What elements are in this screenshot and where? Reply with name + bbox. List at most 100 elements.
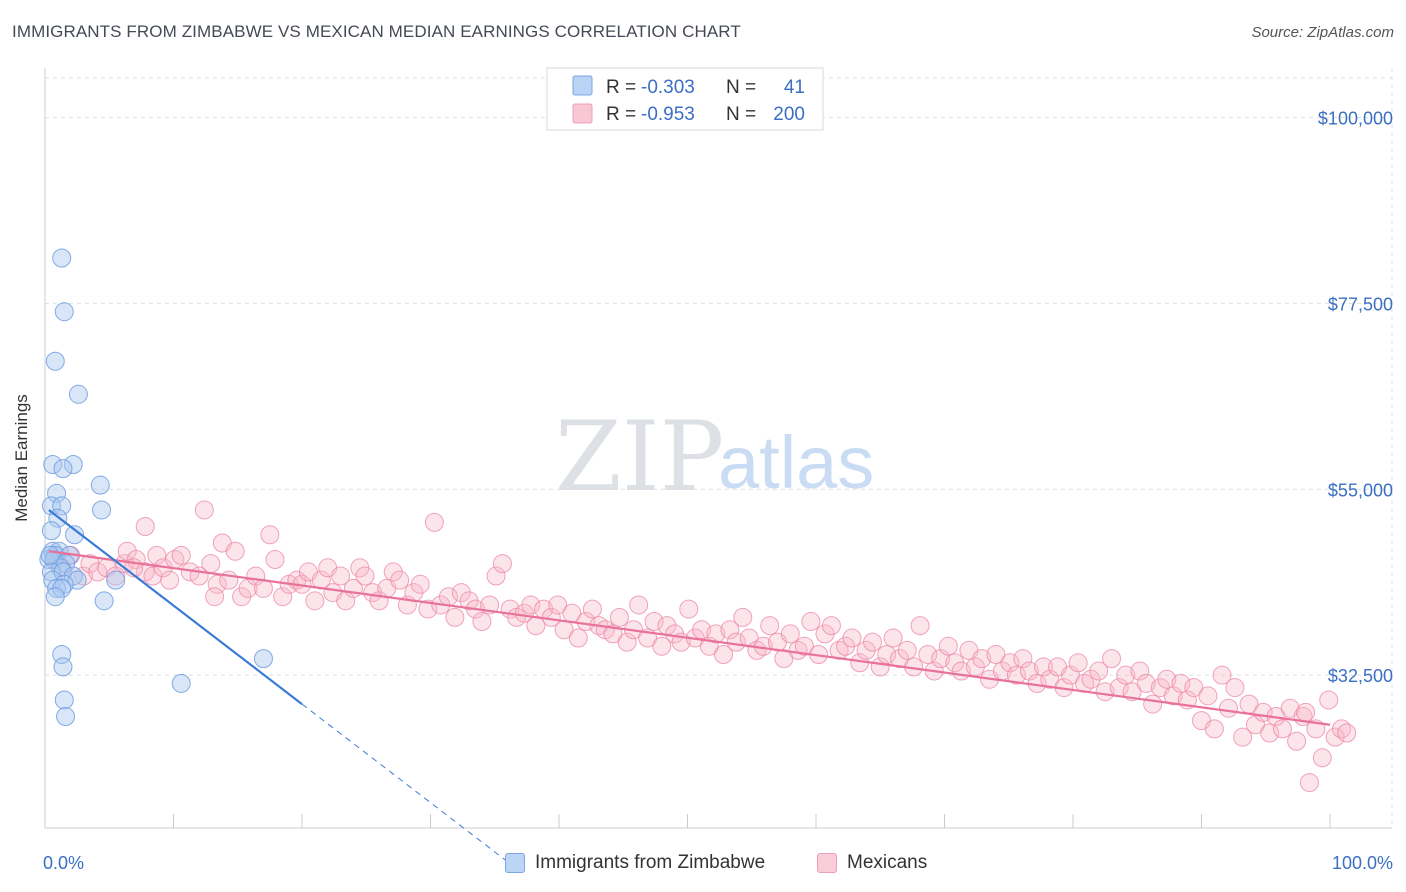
mexicans-point-79: [582, 599, 602, 619]
mexicans-point-101: [733, 607, 753, 627]
mexicans-point-23: [207, 574, 227, 594]
zimbabwe-point-32: [45, 587, 65, 607]
legend-item-mexicans: Mexicans: [817, 852, 927, 874]
mexicans-point-93: [679, 599, 699, 619]
legend-bottom-zimbabwe-swatch: [505, 853, 525, 873]
mexicans-point-171: [1212, 665, 1232, 685]
mexicans-point-187: [1319, 690, 1339, 710]
mexicans-point-170: [1204, 719, 1224, 739]
mexicans-point-193: [205, 587, 225, 607]
mexicans-point-131: [938, 636, 958, 656]
legend-zimbabwe-swatch: [572, 75, 593, 96]
watermark-atlas: atlas: [718, 421, 874, 504]
mexicans-point-114: [821, 616, 841, 636]
mexicans-point-122: [877, 645, 897, 665]
zimbabwe-point-13: [41, 521, 61, 541]
mexicans-point-86: [629, 595, 649, 615]
mexicans-point-32: [265, 550, 285, 570]
zimbabwe-point-30: [47, 578, 67, 598]
zimbabwe-point-2: [45, 351, 65, 371]
legend-zimbabwe-r-label: R =: [606, 77, 636, 98]
y-tick-label-2: $77,500: [1328, 294, 1393, 314]
trend-lines: [48, 509, 1331, 863]
zimbabwe-point-6: [53, 459, 73, 479]
mexicans-point-152: [1081, 669, 1101, 689]
legend-box: [546, 67, 824, 131]
zimbabwe-point-10: [52, 496, 72, 516]
mexicans-point-110: [794, 636, 814, 656]
mexicans-point-161: [1143, 694, 1163, 714]
mexicans-point-164: [1163, 686, 1183, 706]
legend-bottom-mexicans-swatch: [817, 853, 837, 873]
zimbabwe-point-35: [53, 657, 73, 677]
mexicans-point-136: [972, 649, 992, 669]
mexicans-point-157: [1116, 665, 1136, 685]
mexicans-point-83: [609, 607, 629, 627]
zimbabwe-point-28: [106, 570, 126, 590]
mexicans-point-167: [1184, 678, 1204, 698]
mexicans-point-184: [1299, 773, 1319, 793]
mexicans-point-128: [918, 645, 938, 665]
mexicans-point-142: [1013, 649, 1033, 669]
zimbabwe-point-33: [94, 591, 114, 611]
y-tick-label-1: $55,000: [1328, 480, 1393, 500]
legend-zimbabwe-n-value: 41: [784, 77, 805, 98]
mexicans-point-124: [890, 649, 910, 669]
mexicans-point-180: [1272, 719, 1292, 739]
mexicans-point-70: [521, 595, 541, 615]
mexicans-point-160: [1136, 673, 1156, 693]
legend-mexicans-n-value: 200: [773, 104, 805, 125]
mexicans-point-155: [1102, 649, 1122, 669]
mexicans-point-56: [424, 512, 444, 532]
mexicans-point-59: [445, 607, 465, 627]
y-tick-label-0: $32,500: [1328, 666, 1393, 686]
mexicans-point-143: [1019, 661, 1039, 681]
zimbabwe-point-36: [253, 649, 273, 669]
mexicans-point-60: [451, 583, 471, 603]
legend-bottom: Immigrants from Zimbabwe Mexicans: [0, 852, 1406, 878]
x-tick-label-end: 100.0%: [1332, 853, 1393, 873]
mexicans-point-99: [720, 620, 740, 640]
mexicans-point-88: [644, 611, 664, 631]
mexicans-point-123: [883, 628, 903, 648]
mexicans-point-186: [1312, 748, 1332, 768]
mexicans-point-191: [1296, 702, 1316, 722]
mexicans-point-111: [801, 611, 821, 631]
zimbabwe-point-27: [67, 570, 87, 590]
mexicans-point-46: [355, 566, 375, 586]
mexicans-point-138: [986, 645, 1006, 665]
y-tick-label-3: $100,000: [1318, 109, 1393, 129]
zimbabwe-point-8: [47, 483, 67, 503]
mexicans-point-26: [225, 541, 245, 561]
chart-title: IMMIGRANTS FROM ZIMBABWE VS MEXICAN MEDI…: [12, 22, 741, 41]
mexicans-point-98: [713, 645, 733, 665]
mexicans-point-172: [1218, 698, 1238, 718]
mexicans-point-125: [897, 640, 917, 660]
mexicans-point-145: [1033, 657, 1053, 677]
zimbabwe-point-4: [43, 455, 63, 475]
mexicans-point-12: [135, 516, 155, 536]
zimbabwe-point-11: [92, 500, 112, 520]
mexicans-point-149: [1060, 665, 1080, 685]
mexicans-point-159: [1130, 661, 1150, 681]
mexicans-point-130: [931, 649, 951, 669]
legend-mexicans-r-label: R =: [606, 104, 636, 125]
mexicans-point-38: [305, 591, 325, 611]
mexicans-point-140: [1000, 653, 1020, 673]
zimbabwe-point-9: [41, 496, 61, 516]
zimbabwe-point-34: [52, 645, 72, 665]
zimbabwe-point-14: [65, 525, 85, 545]
zimbabwe-point-37: [171, 673, 191, 693]
legend-item-zimbabwe: Immigrants from Zimbabwe: [505, 852, 765, 874]
legend-bottom-zimbabwe-label: Immigrants from Zimbabwe: [535, 852, 766, 873]
mexicans-point-51: [390, 570, 410, 590]
zimbabwe-points: [39, 248, 273, 726]
mexicans-point-63: [472, 611, 492, 631]
mexicans-points: [44, 500, 1357, 793]
legend-zimbabwe-r-value: -0.303: [641, 77, 695, 98]
mexicans-point-74: [548, 595, 568, 615]
zimbabwe-point-7: [90, 475, 110, 495]
mexicans-point-97: [706, 624, 726, 644]
mexicans-point-105: [760, 616, 780, 636]
mexicans-point-141: [1006, 665, 1026, 685]
